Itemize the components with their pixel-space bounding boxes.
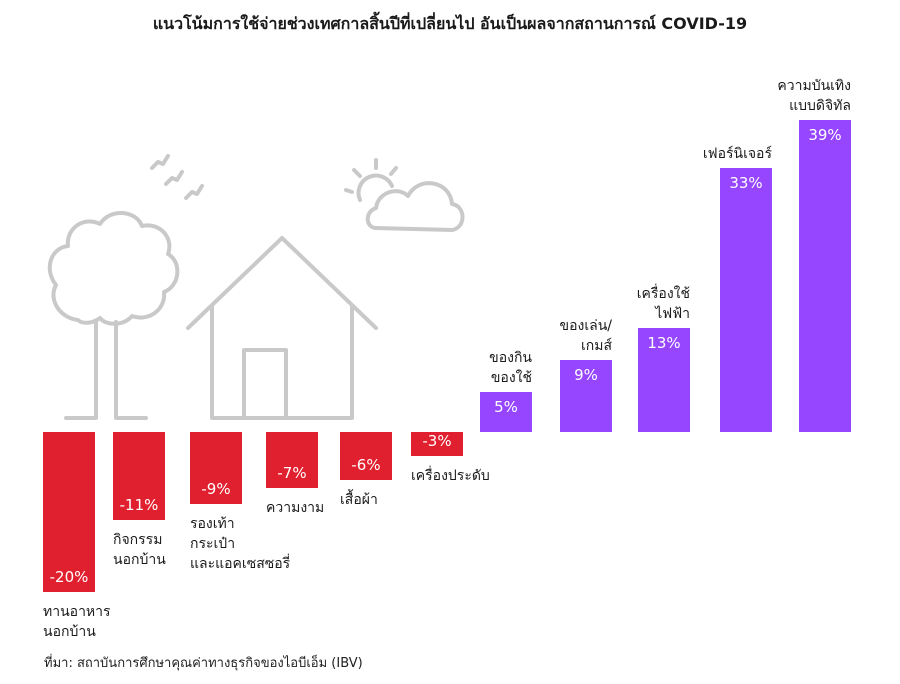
category-label: และแอคเซสซอรี่ [190, 554, 291, 572]
category-label: ของใช้ [491, 369, 532, 386]
category-label: ของกิน [489, 350, 532, 366]
category-label: ทานอาหาร [43, 604, 111, 620]
chart-title: แนวโน้มการใช้จ่ายช่วงเทศกาลสิ้นปีที่เปลี… [152, 14, 748, 33]
bar-9 [638, 328, 690, 432]
category-label: เกมส์ [581, 337, 612, 354]
bar-5 [340, 432, 392, 480]
category-label: นอกบ้าน [43, 624, 96, 640]
bar-3 [190, 432, 242, 504]
category-label: รองเท้า [190, 516, 235, 532]
tree-icon [47, 211, 180, 420]
category-label: ความงาม [266, 500, 324, 516]
category-label: เฟอร์นิเจอร์ [703, 145, 773, 162]
category-label: ไฟฟ้า [654, 305, 690, 322]
source-footnote: ที่มา: สถาบันการศึกษาคุณค่าทางธุรกิจของไ… [44, 656, 363, 671]
value-label: -6% [351, 456, 380, 474]
value-label: 33% [729, 174, 762, 192]
category-label: แบบดิจิทัล [789, 98, 851, 114]
value-label: 13% [647, 334, 680, 352]
category-label: ของเล่น/ [560, 318, 613, 334]
value-label: -3% [422, 432, 451, 450]
category-label: นอกบ้าน [113, 552, 166, 568]
bar-7 [480, 392, 532, 432]
category-label: ความบันเทิง [777, 78, 851, 94]
bar-10 [720, 168, 772, 432]
category-label: เครื่องใช้ [637, 284, 690, 302]
value-label: 39% [808, 126, 841, 144]
category-label: กิจกรรม [113, 532, 162, 548]
bars-group: -20%ทานอาหารนอกบ้าน-11%กิจกรรมนอกบ้าน-9%… [43, 78, 851, 640]
bar-11 [799, 120, 851, 432]
category-label: กระเป๋า [190, 536, 235, 552]
birds-icon [150, 154, 204, 200]
bar-1 [43, 432, 95, 592]
value-label: -20% [50, 568, 89, 586]
bar-6 [411, 432, 463, 456]
bar-8 [560, 360, 612, 432]
value-label: -7% [277, 464, 306, 482]
illustration [47, 154, 465, 420]
bar-2 [113, 432, 165, 520]
category-label: เครื่องประดับ [411, 466, 490, 484]
house-icon [186, 236, 378, 420]
value-label: 9% [574, 366, 598, 384]
value-label: -9% [201, 480, 230, 498]
bar-4 [266, 432, 318, 488]
sun-cloud-icon [344, 158, 465, 232]
value-label: -11% [120, 496, 159, 514]
value-label: 5% [494, 398, 518, 416]
category-label: เสื้อผ้า [340, 489, 378, 508]
